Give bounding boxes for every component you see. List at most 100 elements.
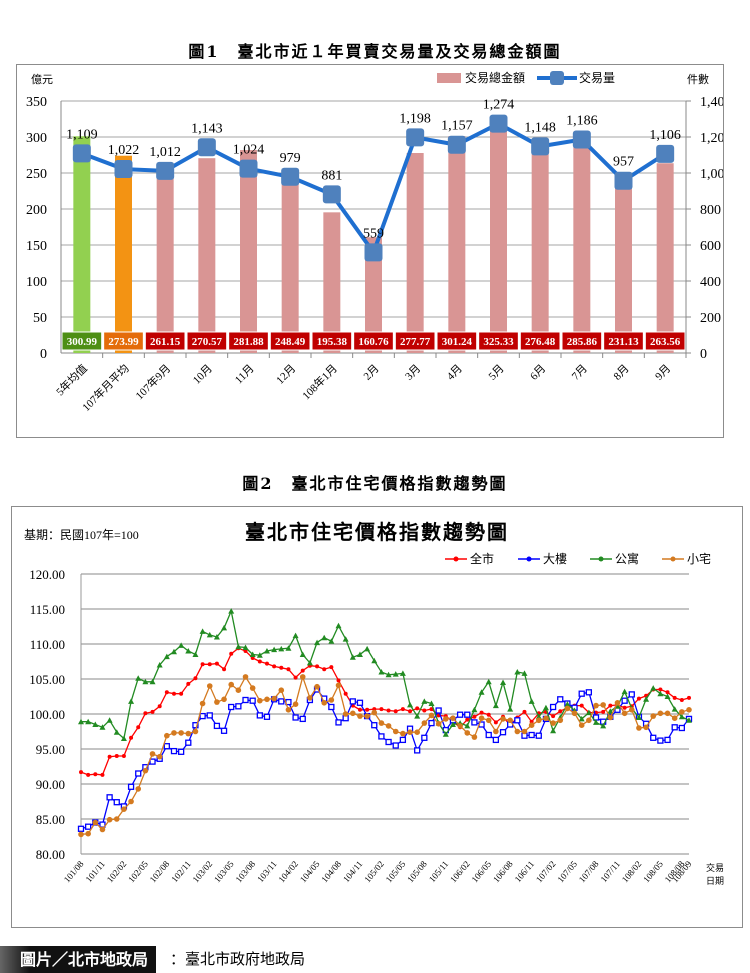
marker bbox=[657, 710, 664, 717]
volume-label: 881 bbox=[321, 168, 342, 183]
marker bbox=[607, 708, 614, 714]
volume-label: 1,186 bbox=[566, 114, 598, 129]
marker bbox=[249, 685, 256, 691]
marker bbox=[264, 661, 269, 666]
marker bbox=[622, 705, 627, 710]
marker bbox=[493, 728, 499, 735]
marker bbox=[357, 713, 363, 719]
series-line bbox=[80, 674, 690, 836]
marker bbox=[135, 770, 142, 777]
marker bbox=[78, 831, 84, 838]
marker bbox=[315, 664, 320, 669]
marker bbox=[378, 733, 385, 740]
marker bbox=[113, 816, 120, 822]
marker bbox=[408, 709, 413, 714]
marker bbox=[579, 703, 584, 708]
amount-label: 231.13 bbox=[608, 336, 639, 348]
volume-label: 1,148 bbox=[524, 120, 556, 135]
marker bbox=[292, 632, 299, 639]
marker bbox=[521, 728, 528, 735]
marker bbox=[514, 728, 521, 735]
marker bbox=[428, 712, 435, 719]
series-0 bbox=[79, 646, 691, 777]
marker bbox=[492, 736, 500, 744]
x-tick-label: 106/08 bbox=[491, 858, 515, 884]
left-tick-label: 50 bbox=[33, 311, 47, 326]
marker bbox=[256, 712, 263, 719]
y-tick-label: 115.00 bbox=[30, 602, 65, 617]
bar bbox=[573, 147, 591, 353]
marker bbox=[578, 722, 585, 728]
marker bbox=[228, 681, 235, 688]
marker bbox=[299, 674, 306, 680]
marker bbox=[221, 696, 227, 703]
marker bbox=[643, 724, 649, 731]
amount-label: 270.57 bbox=[192, 336, 223, 348]
marker bbox=[635, 714, 642, 720]
marker bbox=[356, 699, 364, 706]
bar bbox=[281, 174, 299, 353]
x-tick-label: 105/08 bbox=[405, 858, 429, 884]
y-tick-label: 80.00 bbox=[36, 847, 65, 862]
marker bbox=[356, 651, 363, 657]
volume-label: 979 bbox=[280, 151, 301, 166]
marker bbox=[500, 716, 506, 722]
marker bbox=[593, 719, 600, 725]
marker bbox=[329, 665, 334, 670]
marker bbox=[171, 730, 177, 736]
series-3 bbox=[78, 674, 692, 838]
marker bbox=[292, 701, 299, 707]
x-tick-label: 102/02 bbox=[105, 859, 129, 885]
marker bbox=[235, 687, 242, 693]
bar bbox=[198, 158, 216, 353]
marker bbox=[100, 772, 105, 777]
amount-label-box bbox=[103, 331, 144, 351]
left-tick-label: 350 bbox=[26, 95, 47, 110]
x-tick-label: 7月 bbox=[570, 363, 590, 383]
marker bbox=[242, 644, 249, 650]
volume-marker bbox=[114, 160, 133, 179]
marker bbox=[465, 717, 470, 722]
marker bbox=[428, 700, 435, 706]
marker bbox=[414, 747, 421, 754]
marker bbox=[349, 654, 356, 660]
marker bbox=[665, 690, 670, 695]
marker bbox=[435, 721, 442, 727]
left-tick-label: 0 bbox=[40, 347, 47, 362]
marker bbox=[522, 709, 527, 714]
marker bbox=[478, 689, 485, 695]
right-axis-unit: 件數 bbox=[687, 73, 709, 86]
x-tick-label: 103/11 bbox=[255, 859, 279, 884]
x-tick-label: 103/05 bbox=[212, 858, 236, 884]
marker bbox=[393, 709, 398, 714]
marker bbox=[156, 662, 163, 668]
x-tick-label: 108年1月 bbox=[299, 361, 340, 402]
marker bbox=[85, 830, 91, 837]
left-tick-label: 250 bbox=[26, 167, 47, 182]
legend-label: 公寓 bbox=[615, 551, 639, 566]
marker bbox=[171, 691, 176, 696]
marker bbox=[342, 636, 349, 642]
marker bbox=[249, 697, 256, 704]
legend-marker bbox=[453, 556, 459, 562]
x-tick-label: 102/11 bbox=[169, 859, 193, 884]
amount-label-box bbox=[561, 331, 603, 351]
marker bbox=[392, 742, 399, 749]
marker bbox=[99, 724, 106, 730]
marker bbox=[614, 703, 621, 709]
marker bbox=[679, 709, 685, 715]
marker bbox=[385, 671, 392, 678]
marker bbox=[121, 754, 126, 758]
volume-marker bbox=[72, 144, 91, 163]
marker bbox=[178, 642, 185, 648]
right-tick-label: 600 bbox=[700, 239, 721, 254]
amount-label-box bbox=[228, 331, 269, 351]
marker bbox=[558, 709, 563, 714]
x-tick-label: 10月 bbox=[191, 363, 215, 387]
marker bbox=[242, 696, 249, 704]
amount-label-box bbox=[644, 331, 686, 351]
volume-label: 957 bbox=[613, 155, 634, 170]
volume-marker bbox=[531, 137, 550, 156]
marker bbox=[328, 697, 335, 703]
